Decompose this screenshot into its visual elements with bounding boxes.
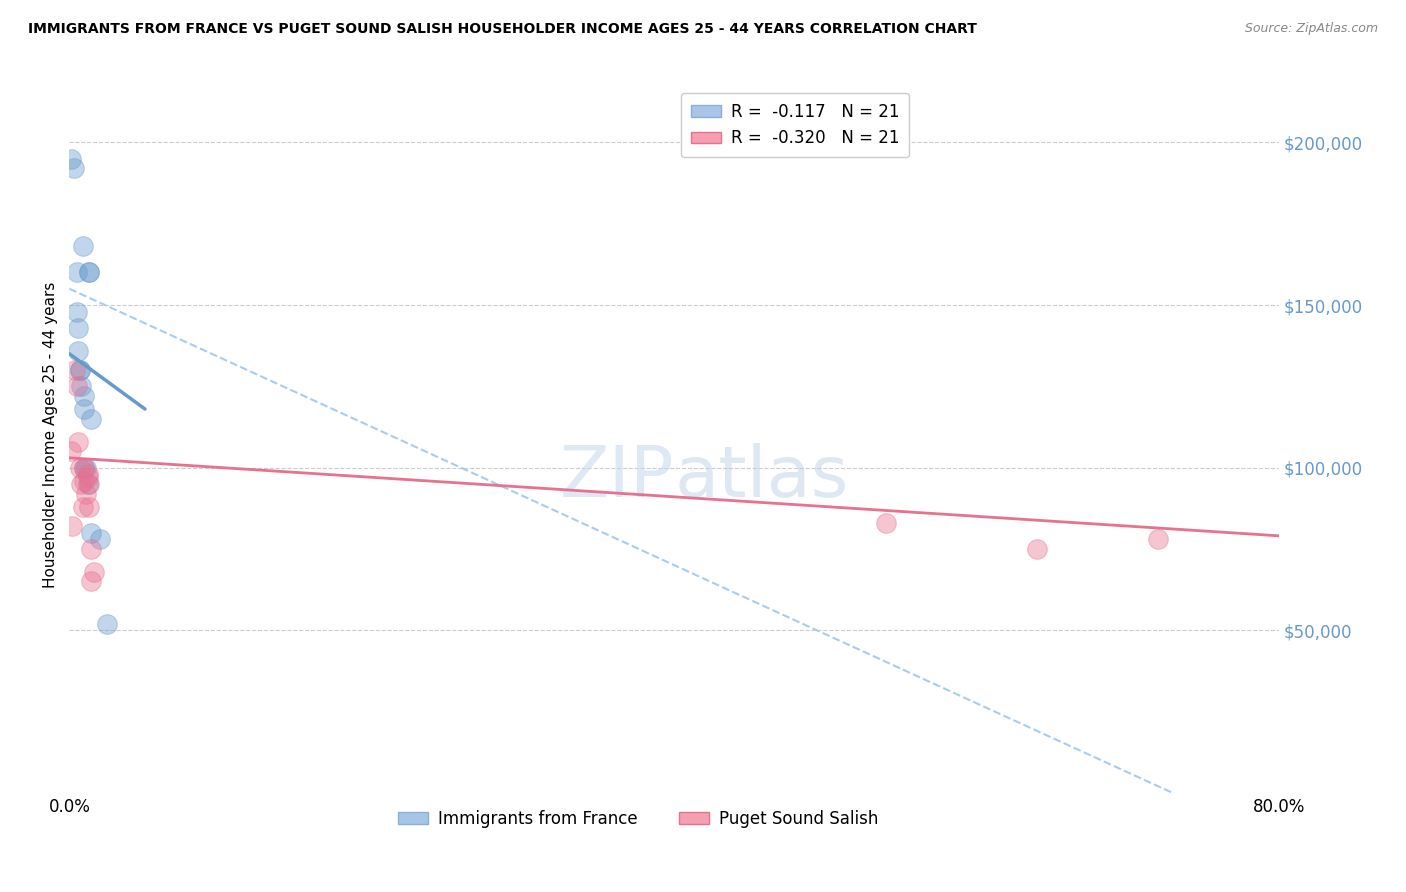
Point	[73, 389, 96, 403]
Point	[76, 467, 98, 481]
Point	[70, 379, 93, 393]
Point	[67, 343, 90, 358]
Point	[69, 460, 91, 475]
Point	[875, 516, 897, 530]
Point	[1026, 541, 1049, 556]
Point	[77, 476, 100, 491]
Point	[73, 474, 96, 488]
Point	[69, 363, 91, 377]
Point	[73, 460, 96, 475]
Point	[65, 363, 87, 377]
Point	[72, 500, 94, 514]
Point	[75, 460, 97, 475]
Point	[70, 476, 93, 491]
Point	[77, 265, 100, 279]
Point	[72, 239, 94, 253]
Point	[83, 565, 105, 579]
Point	[79, 411, 101, 425]
Point	[66, 265, 89, 279]
Legend: Immigrants from France, Puget Sound Salish: Immigrants from France, Puget Sound Sali…	[391, 803, 884, 834]
Text: atlas: atlas	[673, 443, 848, 513]
Y-axis label: Householder Income Ages 25 - 44 years: Householder Income Ages 25 - 44 years	[44, 282, 58, 588]
Point	[79, 541, 101, 556]
Point	[1147, 532, 1170, 546]
Point	[59, 152, 82, 166]
Point	[76, 476, 98, 491]
Point	[75, 486, 97, 500]
Point	[67, 434, 90, 449]
Point	[79, 574, 101, 589]
Point	[60, 519, 83, 533]
Point	[59, 444, 82, 458]
Point	[89, 532, 111, 546]
Point	[73, 460, 96, 475]
Point	[79, 525, 101, 540]
Text: IMMIGRANTS FROM FRANCE VS PUGET SOUND SALISH HOUSEHOLDER INCOME AGES 25 - 44 YEA: IMMIGRANTS FROM FRANCE VS PUGET SOUND SA…	[28, 22, 977, 37]
Point	[63, 161, 86, 176]
Point	[67, 320, 90, 334]
Point	[77, 265, 100, 279]
Point	[66, 379, 89, 393]
Text: Source: ZipAtlas.com: Source: ZipAtlas.com	[1244, 22, 1378, 36]
Text: ZIP: ZIP	[560, 443, 673, 513]
Point	[69, 363, 91, 377]
Point	[96, 616, 118, 631]
Point	[77, 500, 100, 514]
Point	[66, 304, 89, 318]
Point	[76, 470, 98, 484]
Point	[73, 402, 96, 417]
